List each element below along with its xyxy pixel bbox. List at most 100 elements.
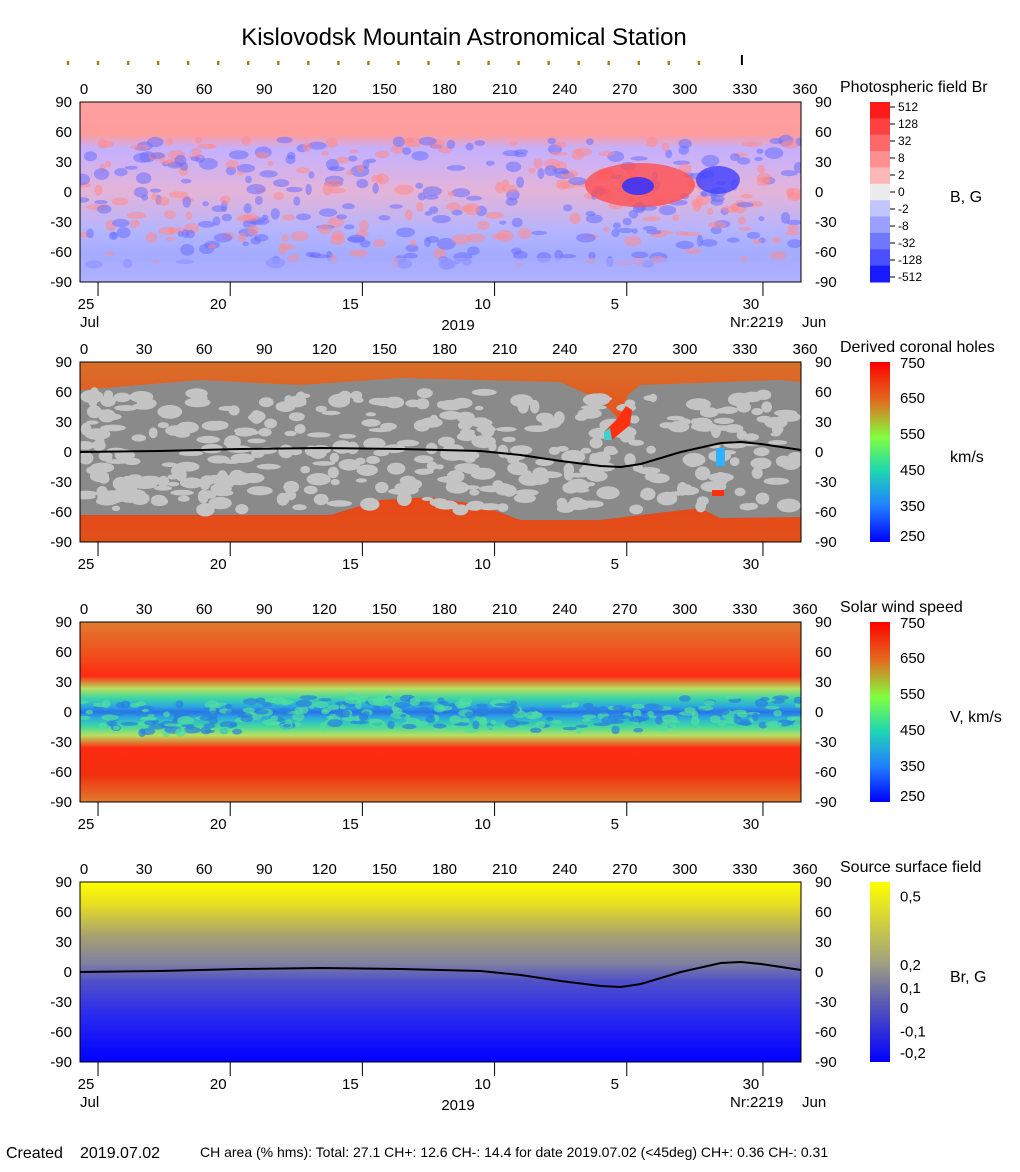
x-tick-label: 120 <box>312 341 337 358</box>
x-tick-label: 240 <box>552 81 577 98</box>
y-tick-label-left: 0 <box>64 964 72 981</box>
colorbar-tick-label: 0,2 <box>900 957 921 974</box>
y-tick-label-right: 90 <box>815 94 832 111</box>
x-tick-label: 0 <box>80 861 88 878</box>
y-tick-label-right: 0 <box>815 184 823 201</box>
y-tick-label-left: 30 <box>55 674 72 691</box>
y-tick-label-right: 90 <box>815 354 832 371</box>
panel-title: Solar wind speed <box>840 599 963 616</box>
y-tick-label-right: 60 <box>815 904 832 921</box>
y-tick-label-right: 0 <box>815 704 823 721</box>
x-tick-label: 180 <box>432 861 457 878</box>
x-tick-label: 330 <box>732 861 757 878</box>
date-tick-label: 15 <box>342 1076 359 1093</box>
footer-created-date: 2019.07.02 <box>80 1145 160 1162</box>
footer-created-label: Created <box>6 1145 63 1162</box>
colorbar-tick-label: 0,5 <box>900 888 921 905</box>
date-tick-label: 15 <box>342 816 359 833</box>
unit-label: B, G <box>950 189 982 206</box>
month-left-label: Jul <box>80 1094 99 1111</box>
y-tick-label-right: -30 <box>815 474 837 491</box>
colorbar-tick-label: 250 <box>900 788 925 805</box>
month-right-label: Jun <box>802 314 826 331</box>
y-tick-label-left: 60 <box>55 904 72 921</box>
x-tick-label: 30 <box>136 601 153 618</box>
x-tick-label: 270 <box>612 81 637 98</box>
plot-frame <box>79 621 802 803</box>
month-left-label: Jul <box>80 314 99 331</box>
x-tick-label: 210 <box>492 601 517 618</box>
colorbar-tick-label: 512 <box>898 100 918 114</box>
year-label: 2019 <box>441 317 474 334</box>
date-tick-label: 10 <box>474 1076 491 1093</box>
y-tick-label-right: -60 <box>815 1024 837 1041</box>
date-tick-label: 25 <box>78 1076 95 1093</box>
panel-title: Source surface field <box>840 859 981 876</box>
date-tick-label: 25 <box>78 556 95 573</box>
x-tick-label: 240 <box>552 341 577 358</box>
y-tick-label-left: 30 <box>55 934 72 951</box>
colorbar-segment <box>870 183 890 201</box>
colorbar-segment <box>870 134 890 152</box>
y-tick-label-right: 60 <box>815 124 832 141</box>
date-tick-label: 30 <box>743 296 760 313</box>
date-tick-label: 5 <box>611 1076 619 1093</box>
x-tick-label: 90 <box>256 81 273 98</box>
unit-label: km/s <box>950 449 984 466</box>
top-tick-mark <box>577 61 580 65</box>
x-tick-label: 150 <box>372 341 397 358</box>
date-tick-label: 20 <box>210 816 227 833</box>
colorbar-tick-label: 128 <box>898 117 918 131</box>
x-tick-label: 300 <box>672 861 697 878</box>
x-tick-label: 180 <box>432 601 457 618</box>
top-tick-mark <box>156 61 160 65</box>
colorbar-tick-label: 350 <box>900 758 925 775</box>
colorbar-tick-label: -0,1 <box>900 1023 926 1040</box>
x-tick-label: 240 <box>552 861 577 878</box>
colorbar-tick-label: -2 <box>898 202 909 216</box>
top-tick-mark <box>697 61 701 65</box>
colorbar-tick-label: 450 <box>900 462 925 479</box>
y-tick-label-left: -60 <box>50 764 72 781</box>
date-tick-label: 5 <box>611 556 619 573</box>
y-tick-label-left: -60 <box>50 504 72 521</box>
top-tick-mark <box>96 61 100 65</box>
date-tick-label: 30 <box>743 556 760 573</box>
colorbar-segment <box>870 265 890 283</box>
top-tick-mark <box>367 61 370 65</box>
y-tick-label-right: 0 <box>815 444 823 461</box>
colorbar <box>870 882 890 1062</box>
date-tick-label: 20 <box>210 296 227 313</box>
top-tick-mark <box>637 61 640 65</box>
colorbar-segment <box>870 216 890 234</box>
y-tick-label-left: 30 <box>55 414 72 431</box>
colorbar-segment <box>870 200 890 218</box>
x-tick-label: 210 <box>492 861 517 878</box>
x-tick-label: 60 <box>196 341 213 358</box>
y-tick-label-left: 30 <box>55 154 72 171</box>
y-tick-label-left: -30 <box>50 474 72 491</box>
colorbar-tick-label: 550 <box>900 686 925 703</box>
colorbar-tick-label: 750 <box>900 615 925 632</box>
x-tick-label: 150 <box>372 601 397 618</box>
colorbar-tick-label: 0 <box>900 1000 908 1017</box>
y-tick-label-right: -90 <box>815 534 837 551</box>
x-tick-label: 0 <box>80 81 88 98</box>
y-tick-label-left: -30 <box>50 734 72 751</box>
y-tick-label-left: 0 <box>64 704 72 721</box>
y-tick-label-right: -60 <box>815 764 837 781</box>
neutral-line <box>79 440 802 469</box>
top-tick-mark <box>427 61 430 65</box>
x-tick-label: 30 <box>136 81 153 98</box>
top-tick-mark <box>457 61 460 65</box>
x-tick-label: 330 <box>732 81 757 98</box>
date-tick-label: 30 <box>743 1076 760 1093</box>
neutral-line <box>79 960 802 989</box>
y-tick-label-left: -90 <box>50 534 72 551</box>
rotation-number: Nr:2219 <box>730 314 783 331</box>
x-tick-label: 270 <box>612 341 637 358</box>
y-tick-label-right: -30 <box>815 214 837 231</box>
top-tick-mark <box>487 61 490 65</box>
x-tick-label: 180 <box>432 341 457 358</box>
y-tick-label-left: -60 <box>50 1024 72 1041</box>
